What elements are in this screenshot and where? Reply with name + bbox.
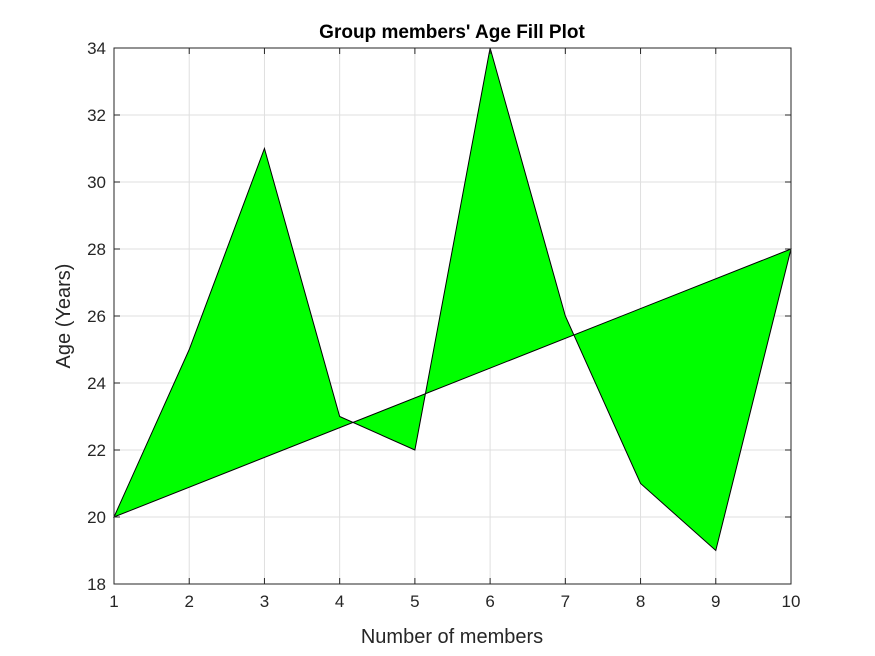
y-tick-label-24: 24 xyxy=(87,374,106,393)
fill-polygon-series-1 xyxy=(113,47,792,552)
y-axis-title: Age (Years) xyxy=(53,264,75,369)
y-tick-label-34: 34 xyxy=(87,39,106,58)
x-tick-label-5: 5 xyxy=(410,592,419,611)
x-tick-label-10: 10 xyxy=(782,592,801,611)
y-tick-labels: 18 20 22 24 26 28 30 32 34 xyxy=(87,39,106,594)
x-tick-label-8: 8 xyxy=(636,592,645,611)
x-tick-labels: 1 2 3 4 5 6 7 8 9 10 xyxy=(109,592,800,611)
tick-marks xyxy=(113,47,792,585)
y-tick-label-22: 22 xyxy=(87,441,106,460)
y-tick-label-30: 30 xyxy=(87,173,106,192)
x-tick-label-9: 9 xyxy=(711,592,720,611)
y-tick-label-28: 28 xyxy=(87,240,106,259)
x-tick-label-2: 2 xyxy=(184,592,193,611)
x-tick-label-7: 7 xyxy=(561,592,570,611)
x-tick-label-4: 4 xyxy=(335,592,344,611)
y-tick-label-32: 32 xyxy=(87,106,106,125)
x-tick-label-6: 6 xyxy=(485,592,494,611)
y-tick-label-20: 20 xyxy=(87,508,106,527)
fill-area-layer xyxy=(113,47,792,552)
y-tick-label-26: 26 xyxy=(87,307,106,326)
chart-title: Group members' Age Fill Plot xyxy=(319,22,585,43)
x-tick-label-1: 1 xyxy=(109,592,118,611)
x-axis-title: Number of members xyxy=(361,626,543,648)
x-tick-label-3: 3 xyxy=(260,592,269,611)
y-tick-label-18: 18 xyxy=(87,575,106,594)
